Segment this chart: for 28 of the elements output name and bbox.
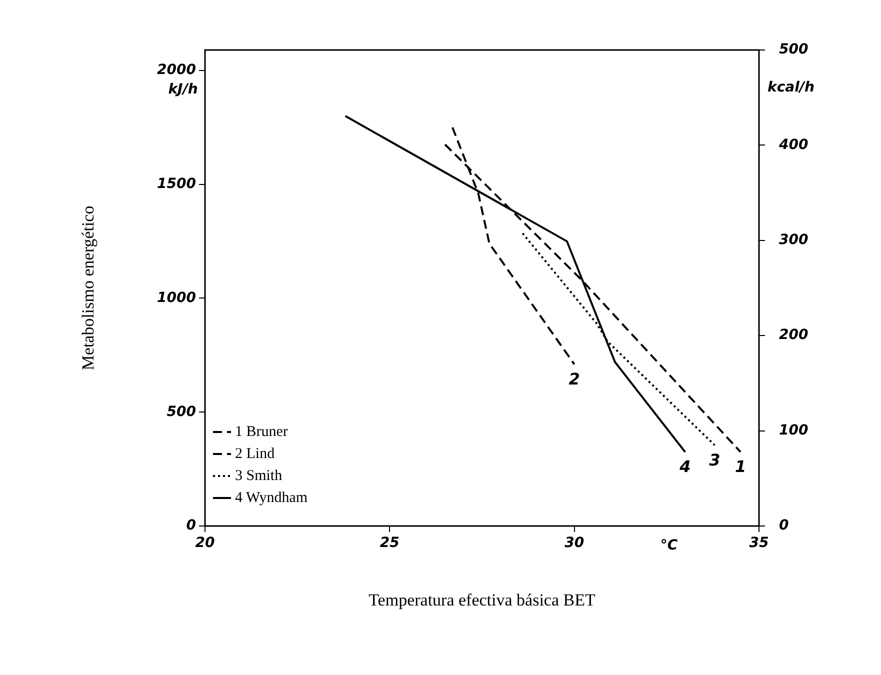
annotation: 2 bbox=[568, 369, 580, 388]
y2-tick-label: 300 bbox=[779, 232, 808, 248]
x-axis-title: Temperatura efectiva básica BET bbox=[368, 590, 596, 610]
text: kJ/h bbox=[168, 82, 198, 98]
y-tick-label: 1000 bbox=[157, 290, 196, 306]
y2-tick-label: 0 bbox=[779, 518, 789, 534]
x-tick-label: 30 bbox=[564, 535, 584, 552]
y-axis-title: Metabolismo energético bbox=[78, 206, 98, 370]
legend-label: 3 Smith bbox=[235, 468, 283, 484]
y2-tick-label: 500 bbox=[779, 42, 808, 58]
y2-tick-label: 400 bbox=[778, 136, 808, 153]
legend-label: 1 Bruner bbox=[235, 424, 288, 440]
text: °C bbox=[660, 538, 678, 554]
annotation: 3 bbox=[709, 450, 720, 470]
legend-label: 2 Lind bbox=[235, 446, 276, 462]
x-tick-label: 35 bbox=[749, 535, 769, 552]
x-tick-label: 25 bbox=[380, 535, 400, 552]
x-tick-label: 20 bbox=[195, 535, 215, 552]
y-tick-label: 1500 bbox=[157, 176, 196, 192]
y2-tick-label: 200 bbox=[779, 327, 808, 344]
y-tick-label: 0 bbox=[186, 518, 196, 534]
text: kcal/h bbox=[768, 80, 814, 96]
annotation: 1 bbox=[734, 457, 746, 476]
y-tick-label: 500 bbox=[166, 404, 196, 420]
y-tick-label: 2000 bbox=[157, 62, 196, 78]
y2-tick-label: 100 bbox=[779, 422, 808, 438]
legend-label: 4 Wyndham bbox=[235, 490, 308, 506]
annotation: 4 bbox=[678, 457, 691, 476]
